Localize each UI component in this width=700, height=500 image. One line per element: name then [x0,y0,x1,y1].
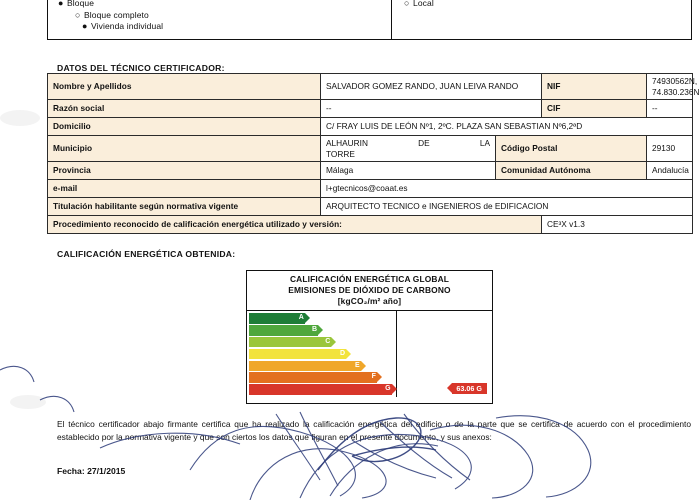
rating-range-label: 18.2-25.7 [252,363,272,369]
nif-value-line1: 74930562N, [652,76,698,86]
building-type-right-column: ○Edificio completo ○Local [392,0,691,39]
option-label: Vivienda individual [91,21,164,32]
scan-artifact [0,110,40,126]
rating-bar-row: ≥ 29.0 G [249,384,397,395]
option-label: Bloque [67,0,95,9]
table-row: e-mail l+gtecnicos@coaat.es [47,179,693,198]
bullet-hollow-icon: ○ [404,0,410,9]
rating-letter-e: E [355,361,360,369]
certification-paragraph: El técnico certificador abajo firmante c… [57,419,691,442]
table-row: Razón social -- CIF -- [47,99,693,118]
rating-scale: < 2.5 A 2.5-4.7 B 4.7-7.8 C 7.8-18.2 D 18.2-25.7… [247,311,397,397]
procedimiento-value: CE³X v1.3 [541,215,693,234]
rating-bar-row: 7.8-18.2 D [249,348,396,360]
codigo-postal-label: Código Postal [495,135,647,162]
rating-range-label: 4.7-7.8 [252,339,267,345]
option-local[interactable]: ○ Local [404,0,691,10]
cif-value: -- [646,99,693,118]
comunidad-autonoma-label: Comunidad Autónoma [495,161,647,180]
scan-artifact [10,395,46,409]
option-label: Local [413,0,434,9]
rating-section-heading: CALIFICACIÓN ENERGÉTICA OBTENIDA: [57,249,236,259]
provincia-label: Provincia [47,161,321,180]
rating-bar-row: 18.2-25.7 E [249,360,396,372]
rating-result-area: 63.06 G [397,311,492,397]
bullet-filled-icon: ● [58,0,64,9]
rating-bar-f: 25.7-29.0 F [249,372,382,383]
comunidad-autonoma-value: Andalucía [646,161,693,180]
table-row: Domicilio C/ FRAY LUIS DE LEÓN Nº1, 2ºC.… [47,117,693,136]
rating-letter-b: B [312,326,318,334]
rating-range-label: ≥ 29.0 [252,386,265,392]
rating-range-label: 7.8-18.2 [252,351,269,357]
domicilio-label: Domicilio [47,117,321,136]
codigo-postal-value: 29130 [646,135,693,162]
rating-bar-b: 2.5-4.7 B [249,325,324,336]
rating-bar-row: 2.5-4.7 B [249,325,396,336]
nif-label: NIF [541,73,647,100]
municipio-value-line2: TORRE [326,148,355,159]
rating-range-label: 2.5-4.7 [252,327,267,333]
option-bloque[interactable]: ● Bloque [58,0,391,10]
domicilio-value: C/ FRAY LUIS DE LEÓN Nº1, 2ºC. PLAZA SAN… [320,117,693,136]
municipio-value-line1: ALHAURIN DE LA [326,138,490,148]
rating-bar-d: 7.8-18.2 D [249,348,352,360]
chart-title-line2: EMISIONES DE DIÓXIDO DE CARBONO [288,285,451,295]
cif-label: CIF [541,99,647,118]
email-value: l+gtecnicos@coaat.es [320,179,693,198]
titulacion-label: Titulación habilitante según normativa v… [47,197,321,216]
razon-social-value: -- [320,99,542,118]
procedimiento-label: Procedimiento reconocido de calificación… [47,215,542,234]
table-row: Titulación habilitante según normativa v… [47,197,693,216]
chart-title: CALIFICACIÓN ENERGÉTICA GLOBAL EMISIONES… [247,271,492,311]
rating-letter-g: G [385,385,391,393]
option-vivienda-individual[interactable]: ● Vivienda individual [58,21,391,32]
bullet-filled-icon: ● [82,21,88,32]
chart-body: < 2.5 A 2.5-4.7 B 4.7-7.8 C 7.8-18.2 D 18.2-25.7… [247,311,492,397]
nombre-value: SALVADOR GOMEZ RANDO, JUAN LEIVA RANDO [320,73,542,100]
municipio-value: ALHAURIN DE LA TORRE [320,135,496,162]
rating-bar-row: 25.7-29.0 F [249,372,396,383]
nif-value: 74930562N, 74.830.236N, [646,73,700,100]
certificate-date: Fecha: 27/1/2015 [57,466,126,476]
table-row: Provincia Málaga Comunidad Autónoma Anda… [47,161,693,180]
provincia-value: Málaga [320,161,496,180]
nif-value-line2: 74.830.236N, [652,86,700,97]
titulacion-value: ARQUITECTO TECNICO e INGENIEROS de EDIFI… [320,197,693,216]
rating-letter-f: F [371,373,376,381]
table-row: Procedimiento reconocido de calificación… [47,215,693,234]
rating-result-badge: 63.06 G [447,383,487,394]
rating-bar-row: 4.7-7.8 C [249,336,396,348]
rating-letter-c: C [325,337,331,345]
rating-letter-a: A [298,314,304,322]
technician-data-table: Nombre y Apellidos SALVADOR GOMEZ RANDO,… [47,73,700,234]
rating-bar-c: 4.7-7.8 C [249,336,337,348]
rating-letter-d: D [339,349,346,357]
rating-range-label: 25.7-29.0 [252,375,272,381]
rating-bar-g: ≥ 29.0 G [249,384,397,395]
technician-section-heading: DATOS DEL TÉCNICO CERTIFICADOR: [57,63,225,73]
rating-bar-e: 18.2-25.7 E [249,360,366,372]
energy-rating-chart: CALIFICACIÓN ENERGÉTICA GLOBAL EMISIONES… [246,270,493,404]
rating-bar-row: < 2.5 A [249,313,396,324]
option-label: Bloque completo [84,9,149,20]
building-type-table: ●Unifamiliar ●Bloque ○Bloque completo ●V… [47,0,692,40]
table-row: Nombre y Apellidos SALVADOR GOMEZ RANDO,… [47,73,700,100]
chart-title-line1: CALIFICACIÓN ENERGÉTICA GLOBAL [289,274,450,284]
razon-social-label: Razón social [47,99,321,118]
rating-range-label: < 2.5 [252,316,263,321]
nombre-label: Nombre y Apellidos [47,73,321,100]
chart-title-line3: [kgCO₂/m² año] [337,296,402,306]
email-label: e-mail [47,179,321,198]
rating-bar-a: < 2.5 A [249,313,310,324]
municipio-label: Municipio [47,135,321,162]
bullet-hollow-icon: ○ [75,9,81,20]
table-row: Municipio ALHAURIN DE LA TORRE Código Po… [47,135,693,162]
option-bloque-completo[interactable]: ○ Bloque completo [58,10,391,21]
building-type-left-column: ●Unifamiliar ●Bloque ○Bloque completo ●V… [48,0,392,39]
